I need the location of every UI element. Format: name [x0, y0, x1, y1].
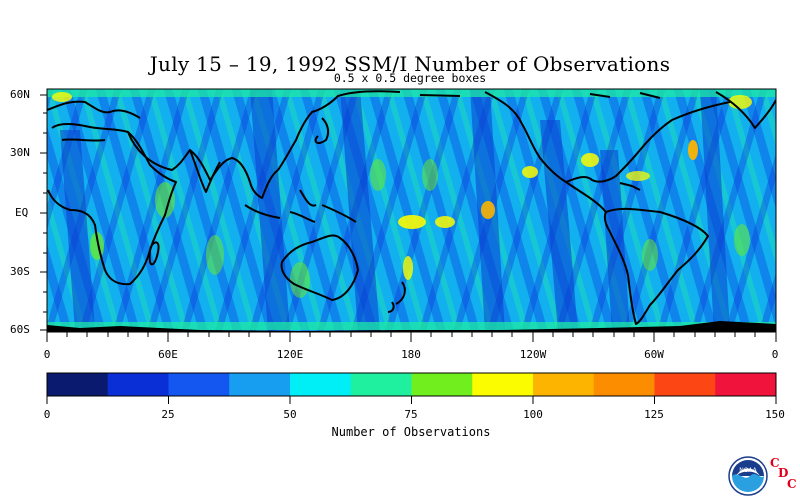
lon-label-0-east: 0	[771, 348, 779, 361]
colorbar-swatch	[411, 373, 473, 396]
observation-field	[47, 89, 776, 332]
colorbar-swatch	[350, 373, 412, 396]
lat-ticks	[40, 94, 47, 331]
lat-label-30n: 30N	[10, 146, 30, 159]
colorbar-swatch	[107, 373, 169, 396]
lon-label-60e: 60E	[158, 348, 178, 361]
noaa-logo-icon: NOAA	[728, 456, 768, 496]
colorbar-swatch	[593, 373, 655, 396]
map-title: July 15 – 19, 1992 SSM/I Number of Obser…	[149, 52, 671, 76]
lon-label-60w: 60W	[644, 348, 664, 361]
cdc-letter-c2: C	[787, 477, 797, 491]
colorbar-swatch	[472, 373, 534, 396]
cdc-letter-c1: C	[770, 456, 780, 470]
high-count-hotspots	[52, 92, 752, 298]
colorbar-label-25: 25	[161, 408, 175, 421]
lon-label-120w: 120W	[519, 348, 547, 361]
colorbar-label-125: 125	[644, 408, 664, 421]
colorbar-swatch	[715, 373, 777, 396]
lat-label-60s: 60S	[10, 323, 30, 336]
colorbar-swatch	[47, 373, 109, 396]
colorbar-swatch	[229, 373, 291, 396]
lat-label-eq: EQ	[15, 206, 29, 219]
noaa-badge-text: NOAA	[739, 467, 757, 474]
colorbar-label-75: 75	[404, 408, 418, 421]
lat-label-60n: 60N	[10, 88, 30, 101]
colorbar-swatch	[654, 373, 716, 396]
colorbar-swatch	[168, 373, 230, 396]
colorbar-ticks	[46, 396, 777, 404]
map-subtitle: 0.5 x 0.5 degree boxes	[333, 71, 487, 85]
lon-ticks	[46, 332, 777, 342]
lon-label-0: 0	[43, 348, 51, 361]
colorbar-swatch	[290, 373, 352, 396]
colorbar-label-150: 150	[765, 408, 785, 421]
lat-label-30s: 30S	[10, 265, 30, 278]
colorbar-swatch	[533, 373, 595, 396]
lon-label-120e: 120E	[276, 348, 304, 361]
colorbar-label-0: 0	[43, 408, 51, 421]
lon-label-180: 180	[401, 348, 421, 361]
colorbar-label-100: 100	[523, 408, 543, 421]
colorbar-title: Number of Observations	[331, 425, 491, 439]
cdc-letter-d: D	[778, 466, 789, 480]
colorbar	[47, 373, 777, 396]
colorbar-label-50: 50	[283, 408, 297, 421]
coastlines	[47, 90, 776, 325]
